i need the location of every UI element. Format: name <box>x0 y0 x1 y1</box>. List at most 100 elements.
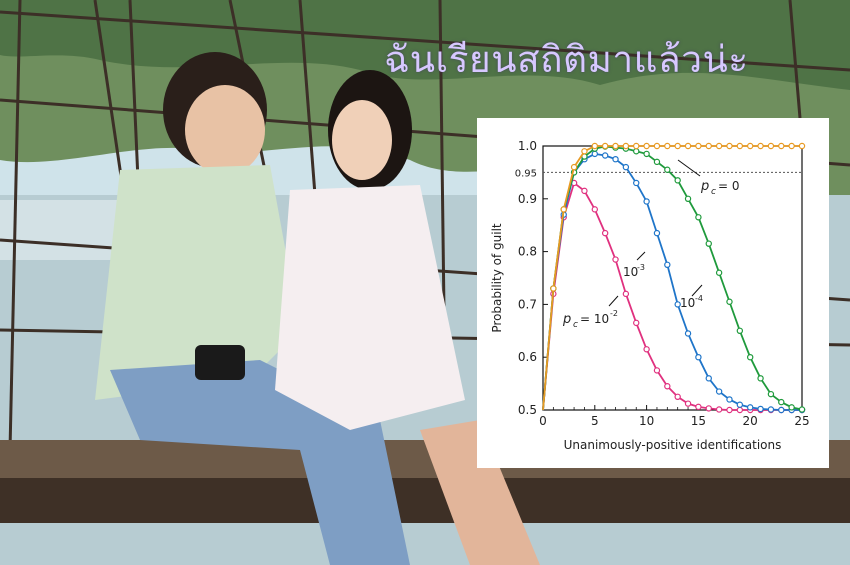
data-point <box>695 214 702 221</box>
y-tick-label: 0.5 <box>518 403 537 417</box>
data-point <box>757 405 764 413</box>
data-point <box>747 353 754 361</box>
annotation-10-b: 10 <box>680 296 695 310</box>
data-point <box>778 398 785 406</box>
data-point <box>736 401 744 408</box>
series-line-3 <box>542 181 802 411</box>
woman-figure <box>275 70 540 565</box>
annotation-exp-4: -4 <box>695 294 703 303</box>
data-point <box>705 375 712 382</box>
data-point <box>778 406 785 414</box>
data-point <box>726 406 733 414</box>
x-tick-label: 5 <box>591 414 599 428</box>
data-point <box>633 148 640 155</box>
y-tick-label: 0.8 <box>518 245 537 259</box>
annotation-sub-c: c <box>711 187 716 197</box>
data-point <box>757 142 764 150</box>
y-axis-label: Probability of guilt <box>490 223 504 333</box>
data-point <box>674 142 681 150</box>
x-tick-label: 10 <box>639 414 654 428</box>
data-point <box>705 405 712 412</box>
data-point <box>674 393 681 400</box>
data-point <box>695 142 702 150</box>
data-point <box>684 142 692 150</box>
data-point <box>736 327 744 334</box>
data-point <box>757 375 764 382</box>
data-point <box>643 150 650 158</box>
probability-chart: 0.95 0 5 10 15 20 25 0.5 0.6 0.7 0.8 0.9 1.0 Unanimou… <box>490 139 810 452</box>
data-point <box>591 206 599 213</box>
data-point <box>664 261 671 268</box>
annotation-exp-3: -3 <box>637 263 645 272</box>
x-tick-label: 15 <box>691 414 706 428</box>
data-point <box>622 290 630 298</box>
data-point <box>653 229 661 237</box>
series-line-0 <box>542 145 802 411</box>
annotation-arrow-1e-4 <box>691 284 703 297</box>
chart-card: 0.95 0 5 10 15 20 25 0.5 0.6 0.7 0.8 0.9 1.0 Unanimou… <box>477 118 829 468</box>
data-point <box>550 285 557 292</box>
data-point <box>653 367 661 374</box>
data-point <box>581 148 588 155</box>
data-point <box>612 142 619 150</box>
data-point <box>601 152 609 159</box>
data-point <box>726 396 733 403</box>
data-point <box>653 158 661 166</box>
data-point <box>736 142 744 150</box>
data-point <box>715 388 723 395</box>
data-point <box>643 142 650 150</box>
x-tick-label: 20 <box>743 414 758 428</box>
data-point <box>695 353 702 361</box>
y-tick-label: 0.7 <box>518 297 537 311</box>
data-point <box>612 156 619 163</box>
data-point <box>798 406 806 413</box>
data-point <box>622 163 630 171</box>
data-point <box>715 406 723 413</box>
data-point <box>664 383 671 390</box>
data-point <box>653 142 661 150</box>
data-point <box>570 163 578 171</box>
x-axis-label: Unanimously-positive identifications <box>564 438 782 452</box>
data-point <box>633 179 640 187</box>
reference-label: 0.95 <box>515 168 537 179</box>
data-point <box>633 142 640 150</box>
data-point <box>736 406 744 414</box>
data-point <box>674 177 681 184</box>
data-point <box>767 142 775 150</box>
data-point <box>674 301 681 308</box>
plot-frame <box>542 145 803 411</box>
data-point <box>705 240 712 247</box>
data-point <box>767 390 775 398</box>
data-point <box>601 229 609 237</box>
annotation-p2: p <box>562 312 571 327</box>
y-tick-label: 0.6 <box>518 350 537 364</box>
x-tick-label: 0 <box>539 414 547 428</box>
x-tick-label: 25 <box>794 414 809 428</box>
data-point <box>664 142 671 150</box>
data-point <box>601 142 609 150</box>
data-point <box>705 142 712 150</box>
data-point <box>581 187 588 195</box>
data-point <box>747 142 754 150</box>
data-point <box>684 400 692 407</box>
data-point <box>633 319 640 327</box>
annotation-sub-c2: c <box>573 320 578 330</box>
annotation-10-a: 10 <box>623 265 638 279</box>
data-point <box>798 142 806 150</box>
annotation-arrow-1e-3 <box>636 251 646 261</box>
data-point <box>715 142 723 150</box>
data-point <box>622 142 630 150</box>
data-point <box>788 142 795 150</box>
series-line-1 <box>542 145 803 411</box>
annotation-p: p <box>700 179 709 194</box>
y-tick-label: 1.0 <box>518 139 537 153</box>
data-point <box>591 142 599 150</box>
data-point <box>643 346 650 353</box>
data-point <box>684 195 692 203</box>
data-point <box>612 256 619 263</box>
data-point <box>715 269 723 276</box>
data-point <box>767 406 775 413</box>
data-point <box>591 150 599 158</box>
data-point <box>726 142 733 150</box>
data-point <box>778 142 785 150</box>
